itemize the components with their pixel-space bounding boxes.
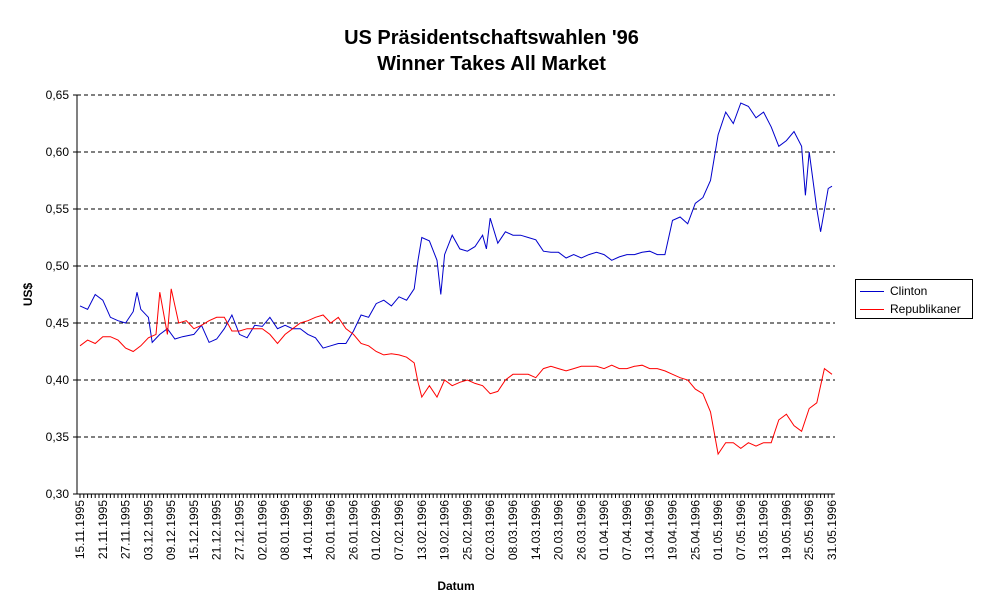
x-tick-label: 13.05.1996 (757, 500, 771, 560)
x-axis-ticks: 15.11.1995 21.11.1995 27.11.1995 03.12.1995… (73, 494, 839, 560)
x-tick-label: 07.05.1996 (734, 500, 748, 560)
x-tick-label: 21.12.1995 (210, 500, 224, 560)
grid-lines (77, 94, 835, 438)
x-tick-label: 25.04.1996 (688, 500, 702, 560)
x-tick-label: 19.02.1996 (438, 500, 452, 560)
chart-title: US Präsidentschaftswahlen '96 (344, 27, 639, 49)
x-tick-label: 31.05.1996 (825, 500, 839, 560)
x-tick-label: 21.11.1995 (96, 500, 110, 559)
x-tick-label: 03.12.1995 (141, 500, 155, 560)
y-tick-label: 0,35 (46, 430, 70, 444)
legend-label-clinton: Clinton (890, 284, 928, 298)
x-tick-label: 27.11.1995 (119, 500, 133, 559)
x-tick-label: 26.01.1996 (346, 500, 360, 560)
x-tick-label: 01.05.1996 (711, 500, 725, 560)
x-tick-label: 14.03.1996 (529, 500, 543, 560)
legend-swatch-clinton (860, 290, 884, 292)
x-tick-label: 19.04.1996 (665, 500, 679, 560)
x-tick-label: 09.12.1995 (164, 500, 178, 560)
chart-subtitle: Winner Takes All Market (377, 53, 606, 75)
x-tick-label: 08.03.1996 (506, 500, 520, 560)
x-tick-label: 01.04.1996 (597, 500, 611, 560)
legend-label-republikaner: Republikaner (890, 302, 961, 316)
x-tick-label: 08.01.1996 (278, 500, 292, 560)
x-tick-label: 02.03.1996 (483, 500, 497, 560)
y-axis-ticks: 0,30 0,35 0,40 0,45 0,50 0,55 0,60 0,65 (46, 88, 77, 501)
chart-legend: Clinton Republikaner (855, 279, 973, 319)
x-tick-label: 20.03.1996 (552, 500, 566, 560)
series-line-clinton (79, 102, 833, 349)
y-tick-label: 0,55 (46, 202, 70, 216)
x-tick-label: 14.01.1996 (301, 500, 315, 560)
series-line-republikaner (79, 288, 833, 456)
x-tick-label: 20.01.1996 (324, 500, 338, 560)
x-tick-label: 25.02.1996 (460, 500, 474, 560)
x-tick-label: 27.12.1995 (233, 500, 247, 560)
chart-axes (76, 95, 835, 495)
y-tick-label: 0,65 (46, 88, 70, 102)
x-tick-label: 01.02.1996 (369, 500, 383, 560)
y-tick-label: 0,60 (46, 145, 70, 159)
y-tick-label: 0,45 (46, 316, 70, 330)
x-tick-label: 19.05.1996 (779, 500, 793, 560)
y-tick-label: 0,50 (46, 259, 70, 273)
y-tick-label: 0,40 (46, 373, 70, 387)
x-tick-label: 15.12.1995 (187, 500, 201, 560)
legend-swatch-republikaner (860, 308, 884, 310)
legend-item-republikaner: Republikaner (860, 301, 961, 317)
y-axis-label: US$ (21, 283, 35, 307)
legend-item-clinton: Clinton (860, 283, 927, 299)
x-tick-label: 07.04.1996 (620, 500, 634, 560)
x-axis-label: Datum (437, 579, 474, 593)
y-tick-label: 0,30 (46, 487, 70, 501)
x-tick-label: 02.01.1996 (255, 500, 269, 560)
x-tick-label: 07.02.1996 (392, 500, 406, 560)
x-tick-label: 25.05.1996 (802, 500, 816, 560)
x-tick-label: 13.02.1996 (415, 500, 429, 560)
x-tick-label: 15.11.1995 (73, 500, 87, 559)
x-tick-label: 26.03.1996 (574, 500, 588, 560)
x-tick-label: 13.04.1996 (643, 500, 657, 560)
series-lines (79, 102, 833, 456)
